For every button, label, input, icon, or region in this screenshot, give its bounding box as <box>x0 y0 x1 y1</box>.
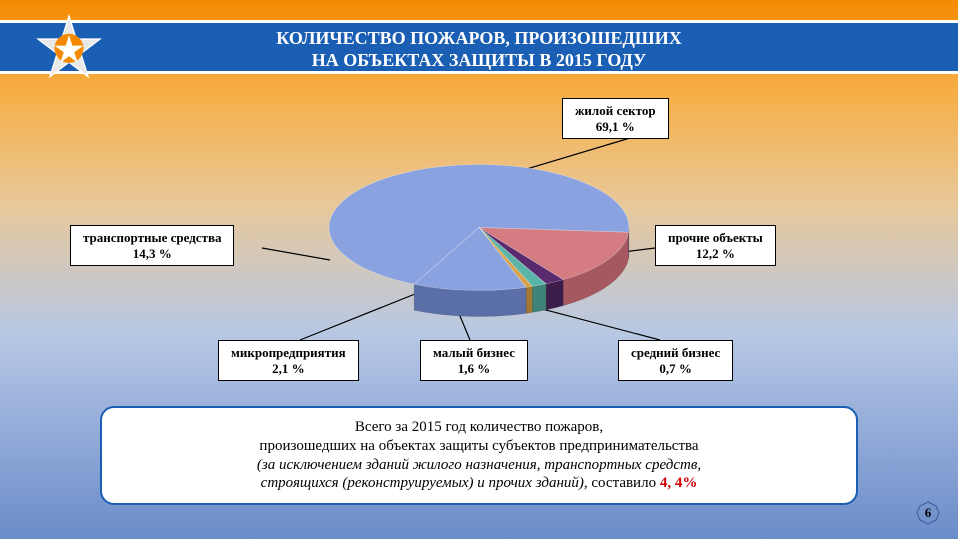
pie-chart <box>289 108 669 353</box>
callout-micro: микропредприятия2,1 % <box>218 340 359 381</box>
summary-line-1: Всего за 2015 год количество пожаров, <box>126 418 832 437</box>
summary-line-4: строящихся (реконструируемых) и прочих з… <box>126 474 832 493</box>
summary-line-3: (за исключением зданий жилого назначения… <box>126 456 832 475</box>
callout-medium_biz: средний бизнес0,7 % <box>618 340 733 381</box>
page-number: 6 <box>916 501 940 525</box>
callout-small_biz: малый бизнес1,6 % <box>420 340 528 381</box>
summary-line-2: произошедших на объектах защиты субъекто… <box>126 437 832 456</box>
callout-residential: жилой сектор69,1 % <box>562 98 669 139</box>
callout-other: прочие объекты12,2 % <box>655 225 776 266</box>
summary-box: Всего за 2015 год количество пожаров, пр… <box>100 406 858 505</box>
callout-transport: транспортные средства14,3 % <box>70 225 234 266</box>
